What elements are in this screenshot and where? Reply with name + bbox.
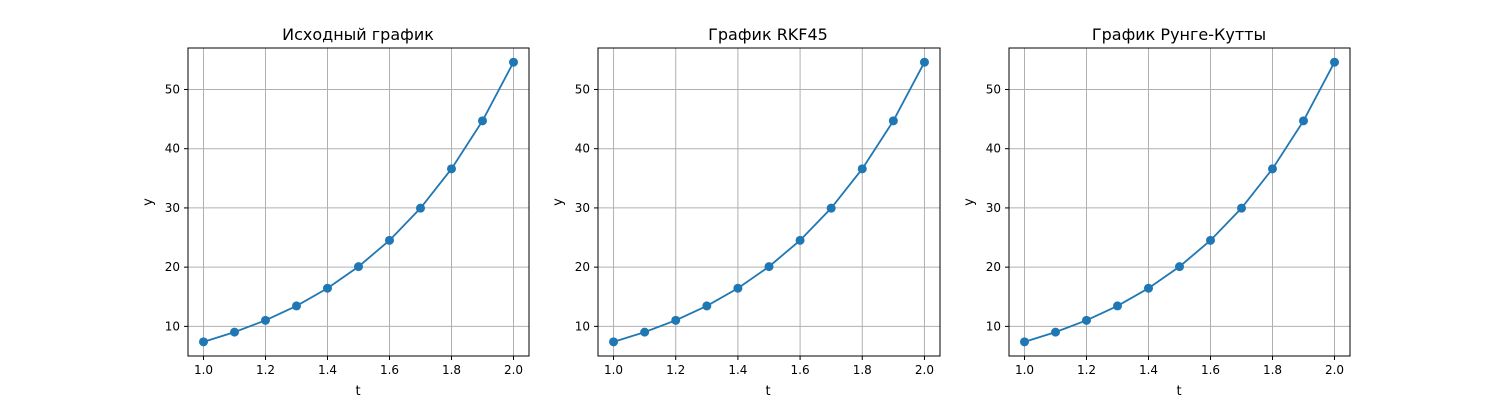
chart-title: Исходный график (282, 25, 434, 44)
x-tick-label: 1.6 (380, 363, 399, 377)
x-axis-label: t (765, 384, 770, 399)
data-point (1020, 337, 1029, 347)
x-tick-label: 1.0 (604, 363, 623, 377)
y-tick-label: 20 (986, 260, 1001, 274)
data-point (1237, 203, 1246, 213)
y-tick-label: 10 (986, 319, 1001, 333)
data-point (1299, 116, 1308, 126)
plot-frame (187, 47, 530, 357)
y-axis-label: y (962, 198, 977, 206)
data-point (509, 57, 518, 67)
x-tick-label: 1.0 (1015, 363, 1034, 377)
series-line (1024, 61, 1336, 343)
y-tick-label: 50 (575, 82, 590, 96)
y-axis-label: y (141, 198, 156, 206)
data-point (230, 327, 239, 337)
y-axis-label: y (551, 198, 566, 206)
data-point (385, 235, 394, 245)
x-tick-label: 2.0 (915, 363, 934, 377)
data-point (416, 203, 425, 213)
ticks: 1.0 1.2 1.4 1.6 1.8 2.0 10 20 30 40 50 (986, 82, 1344, 377)
ticks: 1.0 1.2 1.4 1.6 1.8 2.0 10 20 30 40 50 (575, 82, 934, 377)
data-point (764, 262, 774, 272)
data-point (1206, 235, 1215, 245)
data-point (888, 116, 898, 126)
y-tick-label: 30 (986, 201, 1001, 215)
x-tick-label: 2.0 (1325, 363, 1344, 377)
data-point (609, 337, 619, 347)
data-point (323, 283, 332, 293)
y-tick-label: 40 (986, 142, 1001, 156)
grid (188, 48, 529, 356)
chart-title: График Рунге-Кутты (1092, 25, 1266, 44)
data-point (671, 315, 681, 325)
y-tick-label: 40 (575, 142, 590, 156)
data-point (1330, 57, 1339, 67)
data-point (1113, 301, 1122, 311)
data-point (261, 315, 270, 325)
data-point (354, 262, 363, 272)
y-tick-label: 30 (575, 201, 590, 215)
grid (598, 48, 940, 356)
x-tick-label: 1.6 (791, 363, 810, 377)
data-point (733, 283, 743, 293)
y-tick-label: 50 (986, 82, 1001, 96)
data-point (1144, 283, 1153, 293)
chart-title: График RKF45 (708, 25, 828, 44)
x-tick-label: 1.8 (1263, 363, 1282, 377)
plot-frame (597, 47, 941, 357)
data-point (1082, 315, 1091, 325)
y-tick-label: 20 (575, 260, 590, 274)
data-point (826, 203, 836, 213)
x-tick-label: 1.2 (1077, 363, 1096, 377)
grid (1009, 48, 1350, 356)
ticks: 1.0 1.2 1.4 1.6 1.8 2.0 10 20 30 40 50 (165, 82, 523, 377)
data-point (1268, 164, 1277, 174)
y-tick-label: 10 (165, 319, 180, 333)
data-point (292, 301, 301, 311)
x-tick-label: 1.8 (442, 363, 461, 377)
x-tick-label: 1.2 (256, 363, 275, 377)
data-point (919, 57, 929, 67)
plot-frame (1008, 47, 1351, 357)
y-tick-label: 40 (165, 142, 180, 156)
data-point (447, 164, 456, 174)
chart-panel-2: График Рунге-Кутты t y 1.0 1.2 1.4 1.6 1.8 2.… (962, 25, 1351, 399)
series-line (203, 61, 515, 343)
y-tick-label: 20 (165, 260, 180, 274)
series-markers (1020, 57, 1339, 347)
x-tick-label: 1.8 (853, 363, 872, 377)
x-axis-label: t (1176, 384, 1181, 399)
series-markers (609, 57, 929, 347)
data-point (857, 164, 867, 174)
data-point (478, 116, 487, 126)
data-point (1051, 327, 1060, 337)
series-markers (199, 57, 518, 347)
chart-panel-0: Исходный график t y 1.0 1.2 1.4 1.6 1.8 2.0 10… (141, 25, 530, 399)
x-tick-label: 1.4 (318, 363, 337, 377)
x-tick-label: 2.0 (504, 363, 523, 377)
chart-panel-1: График RKF45 t y 1.0 1.2 1.4 1.6 1.8 2.0 10 20 3… (551, 25, 941, 399)
series-line (613, 61, 926, 343)
x-tick-label: 1.4 (728, 363, 747, 377)
data-point (199, 337, 208, 347)
data-point (640, 327, 650, 337)
y-tick-label: 50 (165, 82, 180, 96)
x-tick-label: 1.0 (194, 363, 213, 377)
y-tick-label: 10 (575, 319, 590, 333)
x-tick-label: 1.2 (666, 363, 685, 377)
x-tick-label: 1.4 (1139, 363, 1158, 377)
x-tick-label: 1.6 (1201, 363, 1220, 377)
data-point (702, 301, 712, 311)
data-point (1175, 262, 1184, 272)
y-tick-label: 30 (165, 201, 180, 215)
x-axis-label: t (355, 384, 360, 399)
data-point (795, 235, 805, 245)
